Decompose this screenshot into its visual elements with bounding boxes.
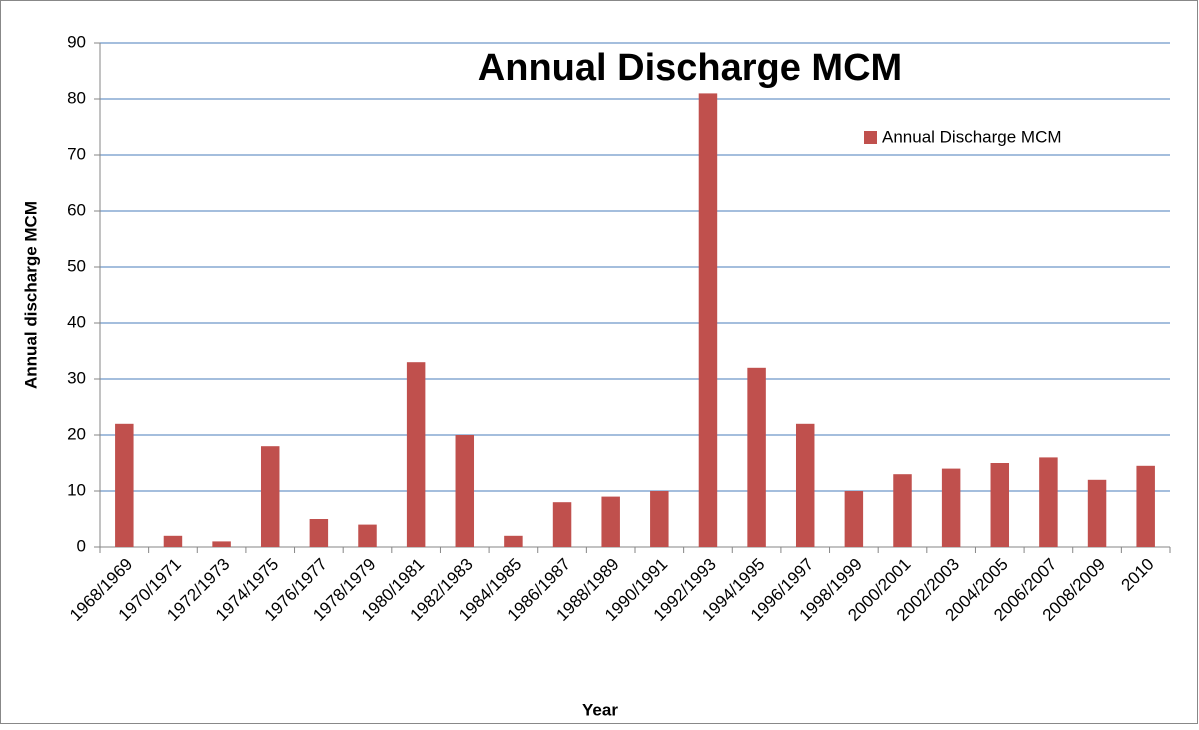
bar [163, 535, 183, 547]
legend-label: Annual Discharge MCM [882, 127, 1062, 146]
bar [504, 535, 523, 547]
bar [260, 446, 280, 547]
y-tick-label: 30 [67, 368, 86, 387]
bar [1039, 457, 1058, 547]
y-axis-label: Annual discharge MCM [21, 201, 40, 389]
bar [115, 423, 134, 547]
bar [1136, 465, 1155, 547]
y-tick-label: 70 [67, 144, 86, 163]
bar [893, 474, 912, 547]
bar [844, 491, 864, 547]
y-tick-label: 10 [67, 480, 86, 499]
y-tick-label: 90 [67, 32, 86, 51]
bar [795, 423, 815, 547]
x-axis-label: Year [582, 700, 618, 719]
chart-title: Annual Discharge MCM [478, 47, 902, 89]
bar [747, 367, 766, 547]
y-tick-label: 50 [67, 256, 86, 275]
bar [650, 491, 669, 547]
bar [698, 93, 718, 548]
bar [1087, 479, 1107, 547]
y-tick-label: 80 [67, 88, 86, 107]
bar [358, 524, 377, 547]
y-tick-label: 0 [77, 536, 86, 555]
bar [309, 519, 329, 547]
bar [990, 463, 1010, 547]
y-tick-label: 40 [67, 312, 86, 331]
bar [455, 435, 475, 547]
bar [406, 362, 426, 547]
bar [941, 468, 961, 547]
bar [601, 496, 620, 547]
y-tick-label: 20 [67, 424, 86, 443]
y-tick-label: 60 [67, 200, 86, 219]
bar [212, 541, 231, 547]
legend-swatch [864, 131, 877, 144]
bar [552, 502, 572, 547]
